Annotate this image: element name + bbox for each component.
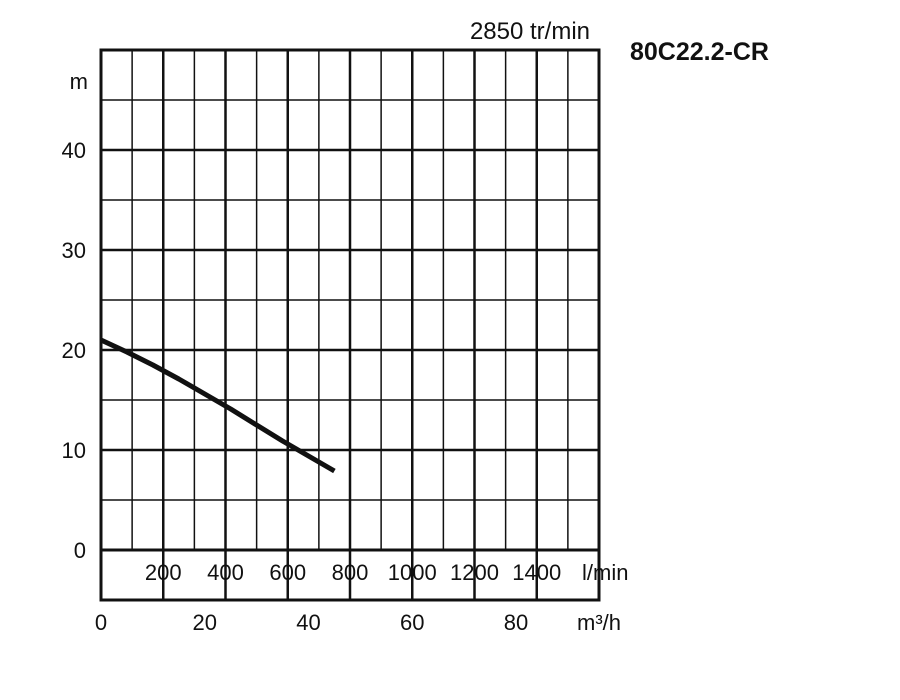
m3h-tick-label: 20 xyxy=(193,610,217,635)
lmin-tick-label: 200 xyxy=(145,560,182,585)
lmin-axis-label: l/min xyxy=(582,560,628,585)
m3h-tick-label: 0 xyxy=(95,610,107,635)
y-tick-label: 30 xyxy=(62,238,86,263)
speed-label: 2850 tr/min xyxy=(470,18,590,45)
model-title: 80C22.2-CR xyxy=(630,38,769,66)
lmin-tick-label: 800 xyxy=(332,560,369,585)
y-tick-label: 0 xyxy=(74,538,86,563)
m3h-tick-labels: 0 20 40 60 80 xyxy=(95,610,528,635)
lmin-tick-label: 1000 xyxy=(388,560,437,585)
m3h-axis-label: m³/h xyxy=(577,610,621,635)
m3h-tick-label: 60 xyxy=(400,610,424,635)
lmin-tick-label: 600 xyxy=(269,560,306,585)
grid-lines xyxy=(101,50,599,600)
y-tick-label: 10 xyxy=(62,438,86,463)
plot-frame xyxy=(99,48,601,602)
lmin-tick-label: 400 xyxy=(207,560,244,585)
y-tick-label: 40 xyxy=(62,138,86,163)
y-tick-labels: 0 10 20 30 40 xyxy=(62,138,86,563)
y-tick-label: 20 xyxy=(62,338,86,363)
m3h-tick-label: 40 xyxy=(296,610,320,635)
lmin-tick-label: 1400 xyxy=(512,560,561,585)
pump-head-curve xyxy=(99,337,336,474)
lmin-tick-label: 1200 xyxy=(450,560,499,585)
m3h-tick-label: 80 xyxy=(504,610,528,635)
lmin-tick-labels: 200 400 600 800 1000 1200 1400 xyxy=(145,560,561,585)
y-axis-label: m xyxy=(70,69,88,94)
